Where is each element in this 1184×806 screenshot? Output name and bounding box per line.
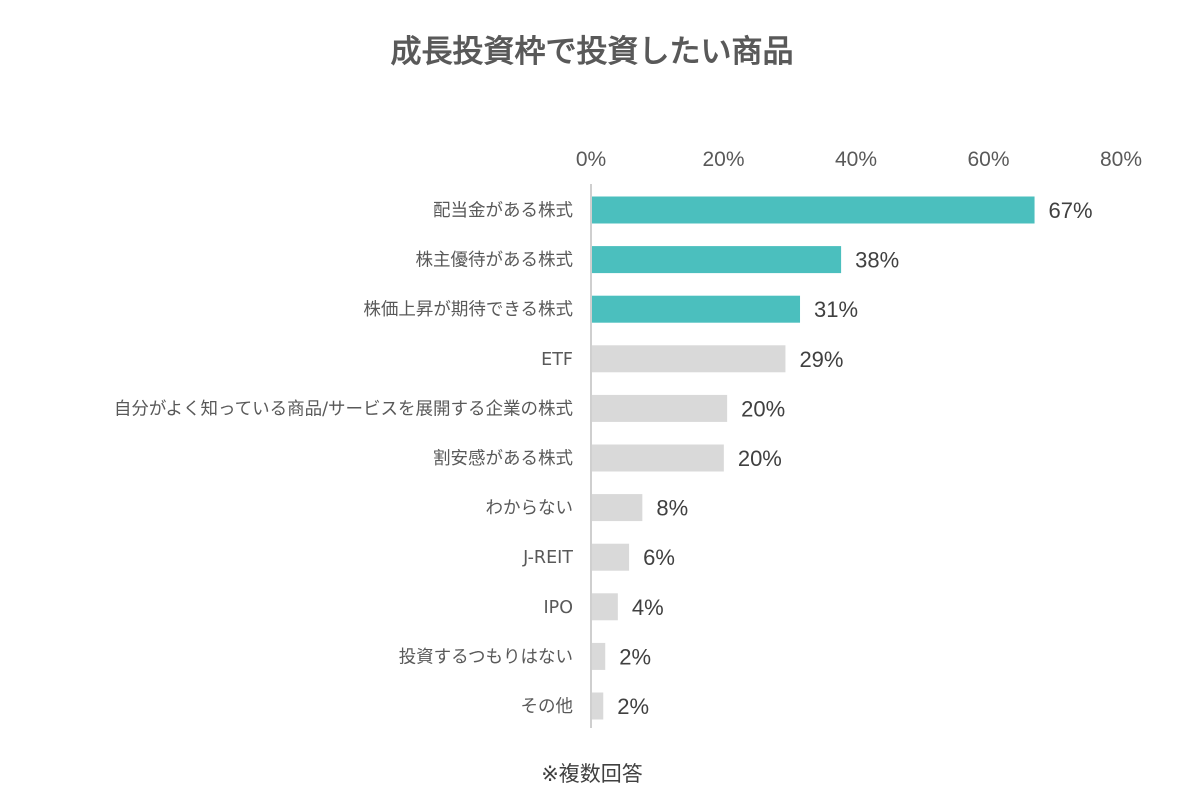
data-label: 2% [619,644,651,669]
bar [592,345,786,373]
bar [592,642,606,670]
x-tick-label: 40% [835,148,877,171]
data-label: 31% [814,297,858,322]
category-label: 投資するつもりはない [399,647,573,667]
x-tick-label: 60% [967,148,1009,171]
x-tick-label: 80% [1100,148,1142,171]
category-label: 割安感がある株式 [433,449,573,469]
category-label: IPO [544,598,574,618]
category-label: 配当金がある株式 [433,201,573,221]
category-label: 自分がよく知っている商品/サービスを展開する企業の株式 [114,399,573,419]
category-label: ETF [541,350,573,370]
bar [592,593,618,621]
category-label: J-REIT [522,548,573,568]
bar [592,196,1035,224]
category-label: 株価上昇が期待できる株式 [363,300,573,320]
category-label: 株主優待がある株式 [416,251,574,271]
chart-title: 成長投資枠で投資したい商品 [390,34,794,70]
data-label: 20% [738,446,782,471]
data-label: 8% [656,496,688,521]
category-label: その他 [521,697,574,717]
bar [592,543,630,571]
bar [592,494,643,522]
data-label: 38% [855,248,899,273]
x-tick-label: 20% [702,148,744,171]
category-label: わからない [486,499,574,519]
bar [592,394,728,422]
data-label: 29% [799,347,843,372]
bar [592,246,842,274]
bar [592,295,801,323]
data-label: 67% [1049,198,1093,223]
x-tick-label: 0% [576,148,606,171]
data-label: 4% [632,595,664,620]
bars [592,196,1035,720]
value-labels: 67% 38% 31% 29% 20% 20% 8% 6% 4% 2% 2% [617,198,1092,719]
footnote: ※複数回答 [541,762,643,786]
bar [592,692,604,720]
x-axis-ticks: 0% 20% 40% 60% 80% [576,148,1142,171]
data-label: 20% [741,396,785,421]
data-label: 6% [643,545,675,570]
bar [592,444,724,472]
data-label: 2% [617,694,649,719]
